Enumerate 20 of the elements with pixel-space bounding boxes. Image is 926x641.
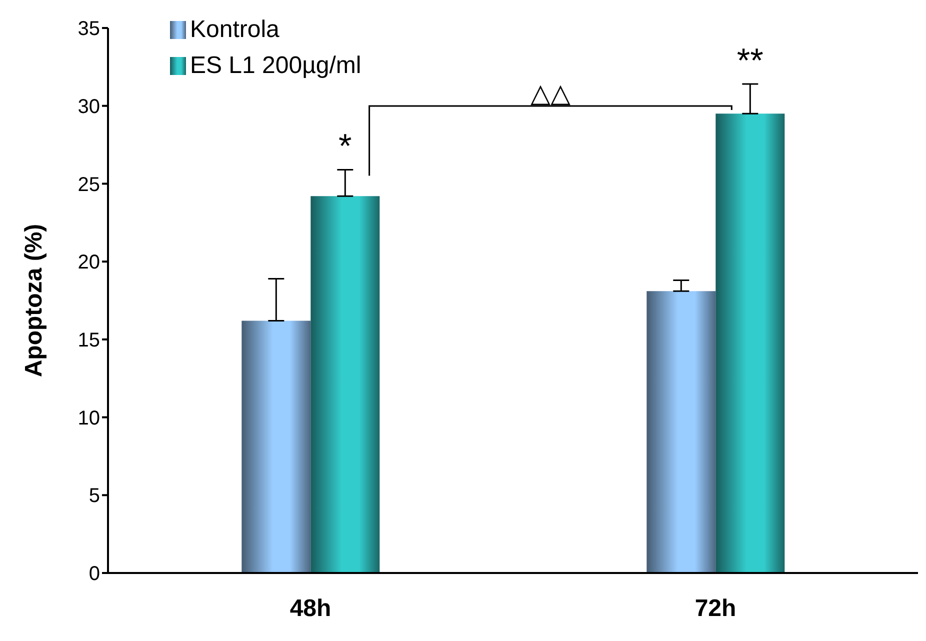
bar	[646, 291, 716, 573]
y-tick-label: 10	[78, 407, 100, 430]
x-tick-label: 48h	[290, 595, 332, 622]
y-tick-label: 20	[78, 252, 100, 274]
y-tick-label: 25	[78, 174, 100, 196]
bar	[310, 196, 380, 573]
y-axis-title: Apoptoza (%)	[20, 224, 48, 378]
y-tick-label: 35	[78, 18, 100, 40]
y-tick-label: 0	[88, 563, 100, 586]
y-tick-label: 30	[78, 96, 100, 118]
annotation: **	[736, 42, 764, 80]
bar	[242, 320, 311, 573]
y-tick-label: 5	[88, 485, 100, 508]
legend-label: Kontrola	[190, 16, 280, 44]
bar	[716, 114, 785, 573]
x-tick-label: 72h	[694, 595, 736, 622]
annotation: △△	[530, 78, 570, 108]
legend-label: ES L1 200µg/ml	[190, 52, 362, 80]
y-tick-label: 15	[78, 330, 100, 352]
annotation: *	[338, 128, 352, 166]
